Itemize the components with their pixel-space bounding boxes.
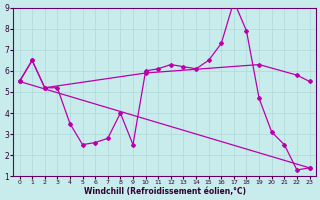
- X-axis label: Windchill (Refroidissement éolien,°C): Windchill (Refroidissement éolien,°C): [84, 187, 245, 196]
